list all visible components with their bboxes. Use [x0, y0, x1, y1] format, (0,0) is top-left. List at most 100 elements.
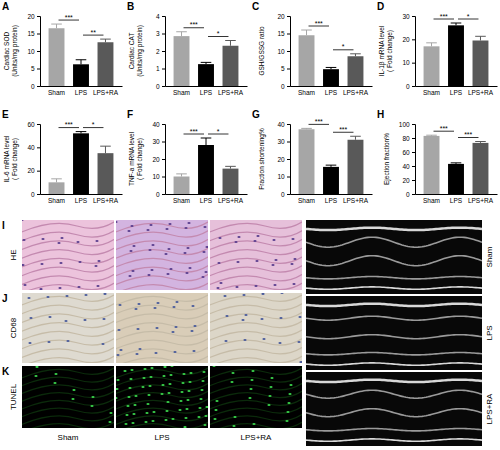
error-bar-cap: [451, 23, 462, 24]
tissue-fiber: [22, 269, 114, 287]
cell-nucleus: [173, 351, 176, 353]
tissue-fiber: [22, 242, 114, 260]
error-bar-stem: [230, 41, 231, 46]
cell-nucleus: [57, 242, 60, 244]
y-axis-title: IL-6 mRNA level: [3, 135, 10, 183]
y-tick: 20: [402, 177, 415, 184]
error-bar: [176, 174, 187, 177]
x-axis: ShamLPSLPS+RA: [416, 194, 498, 204]
x-tick: LPS+RA: [218, 194, 244, 204]
cell-nucleus: [133, 404, 136, 406]
cell-nucleus: [202, 251, 205, 253]
tissue-fiber: [116, 220, 208, 234]
cell-nucleus: [154, 352, 157, 354]
error-bar-stem: [431, 43, 432, 47]
tissue-fiber: [210, 260, 302, 278]
panel-letter: E: [2, 109, 9, 120]
cell-nucleus: [143, 368, 146, 370]
y-tick-mark: [287, 159, 290, 160]
error-bar-stem: [480, 36, 481, 40]
echo-background: [306, 372, 482, 446]
error-bar-cap: [350, 136, 361, 137]
cell-nucleus: [141, 386, 144, 388]
x-axis: ShamLPSLPS+RA: [416, 86, 498, 96]
tissue-fiber: [22, 234, 114, 252]
cell-nucleus: [268, 395, 271, 397]
cell-nucleus: [256, 235, 259, 237]
bar-chart-panel: CGSH/GSSG ratio05101520ShamLPSLPS+RA****: [252, 1, 373, 96]
x-tick-label: LPS+RA: [343, 197, 369, 204]
error-bar: [201, 62, 212, 64]
cell-nucleus: [235, 286, 238, 288]
y-tick-label: 10: [402, 59, 410, 66]
plot-area: [299, 128, 364, 194]
cell-nucleus: [185, 272, 188, 274]
cell-nucleus: [136, 328, 139, 330]
y-axis-title: ( Fold change): [11, 138, 19, 180]
cell-nucleus: [84, 294, 87, 296]
cell-nucleus: [96, 285, 99, 287]
y-axis-title: Fraction shortening%: [258, 128, 266, 190]
cell-nucleus: [178, 409, 181, 411]
bar: [223, 46, 239, 86]
cell-nucleus: [214, 409, 217, 411]
y-axis: 010203040: [152, 121, 165, 198]
tissue-fiber: [210, 234, 302, 252]
panel-letter: D: [377, 1, 384, 12]
y-tick-label: 10: [277, 173, 285, 180]
y-tick: 20: [152, 156, 165, 163]
cell-nucleus: [129, 378, 132, 380]
cell-nucleus: [212, 366, 215, 367]
tissue-fiber: [116, 342, 208, 360]
cell-nucleus: [135, 353, 138, 355]
cell-nucleus: [205, 246, 208, 248]
cell-nucleus: [150, 367, 153, 369]
y-tick: 5: [31, 65, 40, 72]
bar-chart-panel: BCardiac CAT(Units/mg protein)01234ShamL…: [127, 1, 248, 96]
y-tick: 60: [402, 149, 415, 156]
cell-nucleus: [95, 240, 98, 242]
bar: [348, 140, 364, 194]
x-tick: LPS+RA: [468, 86, 494, 96]
significance-label: ***: [190, 21, 198, 28]
y-tick-mark: [162, 16, 165, 17]
cell-nucleus: [252, 423, 255, 425]
panel-letter: B: [127, 1, 134, 12]
cell-nucleus: [187, 222, 190, 224]
cell-nucleus: [130, 369, 133, 371]
cell-nucleus: [162, 375, 165, 377]
cell-nucleus: [199, 398, 202, 400]
error-bar: [100, 146, 111, 153]
significance-label: **: [91, 29, 97, 36]
y-axis: 020406080100: [399, 121, 416, 198]
cell-nucleus: [124, 423, 127, 425]
y-tick-label: 20: [152, 156, 160, 163]
y-tick-mark: [37, 171, 40, 172]
error-bar-cap: [451, 162, 462, 163]
bar-chart-panel: HEjection fraction%020406080100ShamLPSLP…: [377, 109, 498, 204]
y-tick-mark: [412, 194, 415, 195]
y-tick-label: 40: [277, 121, 285, 128]
cell-nucleus: [174, 326, 177, 328]
cell-nucleus: [65, 295, 68, 297]
error-bar-cap: [76, 59, 87, 60]
cell-nucleus: [248, 397, 251, 399]
x-axis-line: [41, 86, 123, 87]
y-axis-title: (Units/mg protein): [136, 25, 144, 77]
tissue-fiber: [210, 424, 302, 428]
x-tick-label: Sham: [298, 197, 315, 204]
bar: [73, 133, 89, 194]
cell-nucleus: [116, 397, 118, 399]
error-bar-cap: [326, 165, 337, 166]
y-tick-label: 2: [156, 48, 160, 55]
error-bar: [350, 136, 361, 140]
y-axis-title: ( Fold change): [386, 30, 394, 72]
x-tick: LPS+RA: [218, 86, 244, 96]
error-bar-cap: [76, 131, 87, 132]
cell-nucleus: [48, 316, 51, 318]
y-tick-label: 3: [156, 30, 160, 37]
y-tick: 20: [402, 36, 415, 43]
y-tick-mark: [37, 86, 40, 87]
tissue-fiber: [116, 307, 208, 325]
cell-nucleus: [22, 220, 24, 221]
